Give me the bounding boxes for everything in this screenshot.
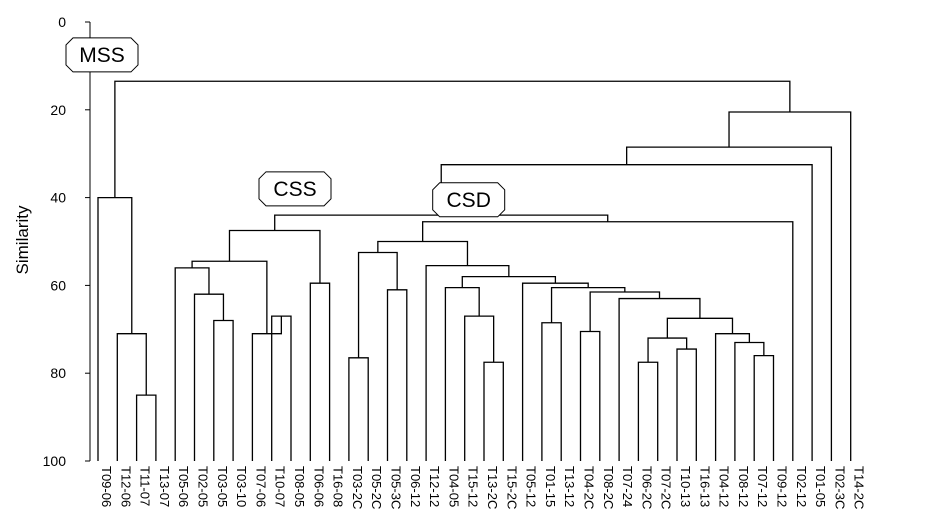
- leaf-label: T09-06: [99, 466, 114, 507]
- leaf-label: T13-2C: [485, 466, 500, 509]
- y-tick-label: 20: [50, 102, 66, 118]
- merge-link: [193, 293, 225, 461]
- dendrogram-links: [97, 80, 852, 461]
- merge-link: [647, 337, 688, 363]
- leaf-label: T13-07: [157, 466, 172, 507]
- leaf-label: T10-13: [678, 466, 693, 507]
- leaf-label: T03-2C: [350, 466, 365, 509]
- group-label-box: [65, 37, 139, 73]
- merge-link: [589, 291, 661, 332]
- merge-link: [550, 286, 626, 323]
- y-axis: 0 20 40 60 80 100: [43, 14, 91, 469]
- y-tick-label: 100: [43, 453, 67, 469]
- leaf-label: T11-07: [138, 466, 153, 506]
- group-label: MSS: [79, 44, 125, 67]
- leaf-label: T14-2C: [852, 466, 867, 509]
- merge-link: [174, 267, 210, 461]
- leaf-label: T04-05: [446, 466, 461, 507]
- merge-link: [541, 322, 562, 461]
- y-tick-label: 60: [50, 277, 66, 293]
- leaf-label: T03-10: [234, 466, 249, 507]
- leaf-label: T04-2C: [582, 466, 597, 509]
- leaf-label: T02-3C: [832, 466, 847, 509]
- group-label-box: [258, 171, 332, 207]
- merge-link: [618, 297, 701, 461]
- y-axis-label: Similarity: [13, 205, 32, 274]
- leaf-label: T03-05: [215, 466, 230, 507]
- leaf-label: T05-06: [176, 466, 191, 507]
- leaf-label: T12-06: [118, 466, 133, 507]
- leaf-label: T05-3C: [389, 466, 404, 509]
- merge-link: [271, 315, 292, 461]
- merge-link: [666, 317, 734, 339]
- merge-link: [348, 357, 369, 461]
- merge-link: [521, 282, 589, 461]
- merge-link: [637, 361, 659, 461]
- merge-link: [464, 315, 495, 461]
- group-label: CSD: [447, 189, 491, 212]
- leaf-label: T15-12: [466, 466, 481, 507]
- y-tick-label: 0: [58, 14, 66, 30]
- leaf-label: T10-07: [273, 466, 288, 507]
- group-label-box: [432, 182, 506, 218]
- leaf-labels: T09-06 T12-06 T11-07 T13-07 T05-06 T02-05 T03-…: [99, 466, 867, 509]
- merge-link: [274, 214, 609, 231]
- leaf-label: T16-08: [331, 466, 346, 507]
- leaf-label: T07-24: [620, 466, 635, 507]
- leaf-label: T05-12: [524, 466, 539, 507]
- leaf-label: T16-13: [697, 466, 712, 507]
- merge-link: [676, 348, 697, 461]
- leaf-label: T04-12: [717, 466, 732, 507]
- merge-link: [753, 354, 775, 461]
- leaf-label: T08-2C: [601, 466, 616, 509]
- y-tick-label: 40: [50, 190, 66, 206]
- merge-link: [357, 251, 398, 358]
- leaf-label: T06-2C: [639, 466, 654, 509]
- leaf-label: T06-06: [311, 466, 326, 507]
- merge-link: [135, 394, 157, 461]
- leaf-label: T01-05: [813, 466, 828, 507]
- leaf-label: T02-12: [794, 466, 809, 507]
- leaf-label: T07-2C: [659, 466, 674, 509]
- leaf-label: T07-12: [755, 466, 770, 507]
- merge-link: [483, 361, 504, 461]
- merge-link: [309, 282, 331, 461]
- group-annotations: MSS CSS CSD: [65, 37, 506, 218]
- leaf-label: T15-2C: [504, 466, 519, 509]
- merge-link: [213, 319, 234, 461]
- leaf-label: T08-05: [292, 466, 307, 507]
- merge-link: [461, 275, 557, 288]
- leaf-label: T05-2C: [369, 466, 384, 509]
- leaf-label: T07-06: [253, 466, 268, 507]
- leaf-label: T12-12: [427, 466, 442, 507]
- leaf-label: T08-12: [736, 466, 751, 507]
- merge-link: [116, 333, 147, 461]
- merge-link: [734, 341, 765, 461]
- leaf-label: T02-05: [196, 466, 211, 507]
- leaf-label: T13-12: [562, 466, 577, 507]
- merge-link: [191, 260, 268, 334]
- merge-link: [444, 286, 480, 461]
- merge-link: [386, 289, 408, 461]
- y-tick-label: 80: [50, 365, 66, 381]
- merge-link: [228, 229, 321, 284]
- merge-link: [425, 264, 510, 461]
- group-label: CSS: [273, 178, 316, 201]
- merge-link: [714, 333, 751, 461]
- merge-link: [251, 316, 282, 461]
- merge-link: [114, 80, 791, 198]
- leaf-label: T01-15: [543, 466, 558, 507]
- merge-link: [422, 221, 794, 461]
- merge-link: [97, 196, 133, 461]
- leaf-label: T06-12: [408, 466, 423, 507]
- merge-link: [579, 330, 601, 461]
- merge-link: [377, 240, 469, 266]
- leaf-label: T09-12: [775, 466, 790, 507]
